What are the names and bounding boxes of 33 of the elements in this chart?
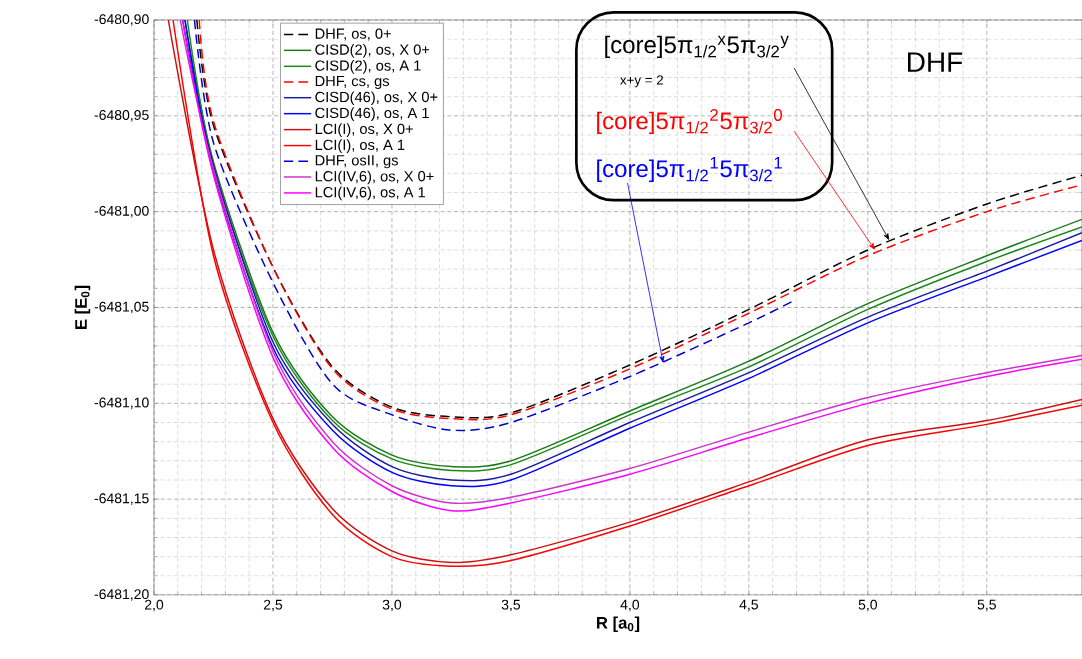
y-tick-label: -6480,95 xyxy=(94,110,149,122)
legend-label: LCI(I), os, X 0+ xyxy=(315,123,413,137)
y-tick-label: -6481,20 xyxy=(94,589,149,601)
x-tick-label: 4,5 xyxy=(739,599,759,612)
legend-label: LCI(IV,6), os, X 0+ xyxy=(315,170,434,185)
legend-label: LCI(IV,6), os, A 1 xyxy=(315,186,426,201)
y-tick-label: -6481,05 xyxy=(94,301,149,314)
legend-label: CISD(2), os, X 0+ xyxy=(315,44,430,58)
y-tick-label: -6481,15 xyxy=(94,493,149,505)
y-tick-label: -6481,00 xyxy=(94,205,149,218)
legend-label: CISD(2), os, A 1 xyxy=(315,60,421,74)
annotation: [core]5π$_{1/2}$$^{x}$5π$_{3/2}$y xyxy=(605,35,789,59)
x-tick-label: 3,5 xyxy=(501,599,521,612)
legend-label: DHF, os, 0+ xyxy=(315,28,391,41)
legend-label: DHF, cs, gs xyxy=(315,75,390,90)
x-tick-label: 5,5 xyxy=(977,599,996,612)
legend-label: DHF, osII, gs xyxy=(315,155,398,169)
y-tick-label: -6481,10 xyxy=(94,397,149,410)
legend-label: CISD(46), os, A 1 xyxy=(315,107,429,121)
x-tick-label: 3,0 xyxy=(382,599,402,612)
x-tick-label: 2,5 xyxy=(263,599,283,612)
x-tick-label: 2,0 xyxy=(144,599,164,612)
annotation: [core]5π$_{1/2}$$^{1}$5π$_{3/2}$1 xyxy=(597,157,782,182)
annotation: DHF xyxy=(908,52,963,72)
legend-label: LCI(I), os, A 1 xyxy=(315,139,405,153)
annotation: [core]5π$_{1/2}$$^{2}$5π$_{3/2}$0 xyxy=(597,109,782,135)
x-axis-title: R [a$_{0}$] xyxy=(597,616,640,632)
x-tick-label: 5,0 xyxy=(858,599,878,612)
y-tick-label: -6480,90 xyxy=(94,14,149,26)
legend-label: CISD(46), os, X 0+ xyxy=(315,91,438,106)
annotation: x+y = 2 xyxy=(620,75,663,88)
x-tick-label: 4,0 xyxy=(620,599,640,612)
y-axis-title: E [E$_{0}$] xyxy=(74,285,91,329)
